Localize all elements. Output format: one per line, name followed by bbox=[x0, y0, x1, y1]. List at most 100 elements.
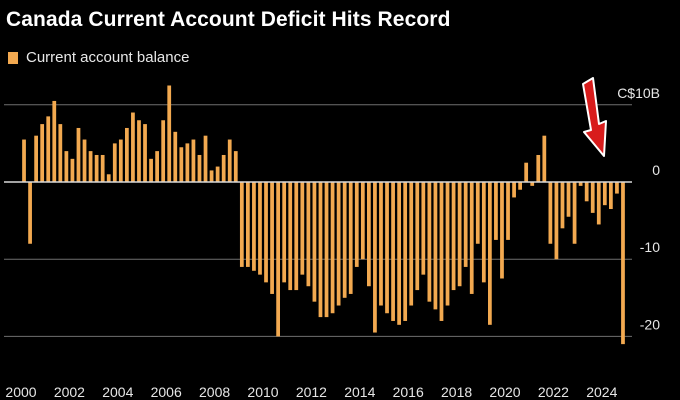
bar bbox=[246, 182, 250, 267]
bar bbox=[615, 182, 619, 194]
bar bbox=[155, 151, 159, 182]
bar bbox=[197, 154, 202, 182]
bar bbox=[494, 182, 498, 240]
bar bbox=[554, 182, 559, 260]
y-tick-label: C$10B bbox=[617, 85, 660, 101]
bar bbox=[367, 182, 371, 287]
bar bbox=[179, 147, 184, 182]
x-tick-label: 2002 bbox=[54, 384, 85, 400]
bar bbox=[560, 182, 565, 229]
legend-label: Current account balance bbox=[26, 49, 190, 66]
bar bbox=[445, 182, 450, 306]
bar bbox=[548, 182, 553, 244]
bar bbox=[584, 182, 589, 202]
bar bbox=[294, 182, 299, 291]
bar bbox=[427, 182, 432, 302]
bar bbox=[112, 143, 117, 182]
bar bbox=[282, 182, 287, 283]
bar bbox=[415, 182, 420, 291]
y-tick-label: 0 bbox=[652, 162, 660, 178]
bar bbox=[572, 182, 577, 244]
bar bbox=[82, 139, 87, 182]
bar bbox=[342, 182, 347, 298]
bar bbox=[506, 182, 510, 240]
bar bbox=[94, 154, 99, 182]
bar bbox=[439, 182, 444, 321]
bar bbox=[518, 182, 522, 190]
bar bbox=[373, 182, 377, 333]
bar bbox=[512, 182, 516, 198]
bar bbox=[28, 182, 32, 244]
bar bbox=[173, 131, 178, 182]
bar bbox=[185, 143, 190, 182]
bar bbox=[52, 100, 57, 182]
bar bbox=[191, 139, 196, 182]
bar bbox=[590, 182, 595, 213]
bar bbox=[488, 182, 492, 325]
bar bbox=[100, 154, 105, 182]
bar bbox=[106, 174, 111, 182]
x-tick-label: 2018 bbox=[441, 384, 472, 400]
bar bbox=[233, 151, 238, 182]
bar bbox=[391, 182, 395, 321]
bar bbox=[409, 182, 414, 306]
y-tick-label: -10 bbox=[640, 239, 660, 255]
bar bbox=[324, 182, 329, 318]
x-tick-label: 2014 bbox=[344, 384, 375, 400]
bar bbox=[457, 182, 462, 287]
bar bbox=[348, 182, 353, 294]
bar bbox=[469, 182, 474, 294]
bar bbox=[70, 158, 75, 182]
x-tick-label: 2000 bbox=[5, 384, 36, 400]
bar bbox=[481, 182, 486, 283]
bar bbox=[433, 182, 438, 310]
x-tick-label: 2022 bbox=[538, 384, 569, 400]
y-tick-label: -20 bbox=[640, 316, 660, 332]
bar bbox=[536, 154, 541, 182]
bar bbox=[270, 182, 274, 294]
bar bbox=[542, 135, 547, 182]
bar bbox=[58, 124, 63, 182]
bar bbox=[88, 151, 93, 182]
x-tick-label: 2016 bbox=[393, 384, 424, 400]
bar bbox=[578, 182, 583, 186]
bar bbox=[131, 112, 135, 182]
bar bbox=[203, 135, 208, 182]
bar bbox=[385, 182, 389, 314]
bar bbox=[463, 182, 468, 267]
x-tick-label: 2008 bbox=[199, 384, 230, 400]
bar bbox=[621, 182, 625, 345]
bar bbox=[46, 116, 51, 182]
bar bbox=[22, 139, 26, 182]
bar bbox=[118, 139, 123, 182]
bar bbox=[336, 182, 341, 306]
bar bbox=[64, 151, 69, 182]
bar bbox=[258, 182, 262, 275]
bar bbox=[288, 182, 293, 291]
bar bbox=[40, 124, 45, 182]
bar bbox=[137, 120, 141, 182]
bar bbox=[318, 182, 323, 318]
x-tick-label: 2004 bbox=[102, 384, 133, 400]
bar bbox=[379, 182, 383, 306]
bar bbox=[475, 182, 480, 244]
bar bbox=[500, 182, 504, 279]
bar bbox=[149, 158, 153, 182]
x-tick-label: 2024 bbox=[586, 384, 617, 400]
bar bbox=[397, 182, 401, 325]
bar bbox=[602, 182, 607, 206]
legend: Current account balance bbox=[8, 49, 189, 66]
bar bbox=[264, 182, 268, 283]
x-axis-ticks: 2000 2002 2004 2006 2008 2010 2012 2014 2016 2018… bbox=[5, 384, 617, 400]
bar bbox=[524, 162, 529, 182]
bar bbox=[227, 139, 232, 182]
bar bbox=[125, 127, 129, 182]
bar bbox=[221, 154, 226, 182]
bar bbox=[403, 182, 408, 321]
y-axis-ticks: C$10B 0 -10 -20 bbox=[617, 85, 660, 333]
legend-swatch bbox=[8, 51, 18, 64]
bar bbox=[566, 182, 571, 217]
bar bbox=[421, 182, 426, 275]
x-tick-label: 2006 bbox=[151, 384, 182, 400]
